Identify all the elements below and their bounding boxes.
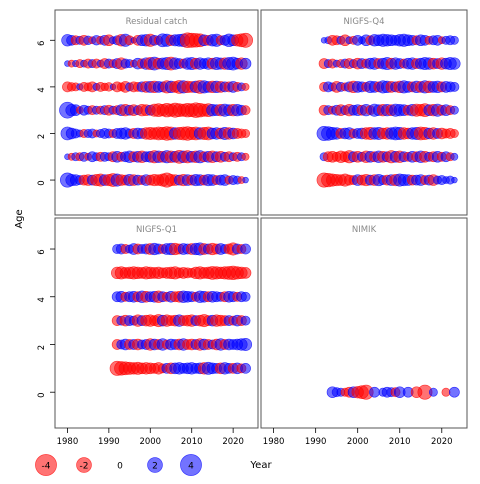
legend-bubble <box>147 457 163 473</box>
x-tick-label: 1980 <box>263 437 285 447</box>
legend-label: 0 <box>117 462 123 472</box>
residual-bubble <box>239 338 253 351</box>
panel-title: NIGFS-Q1 <box>136 225 177 235</box>
residual-bubble <box>449 105 459 115</box>
panel-bubbles <box>109 242 253 376</box>
x-tick-label: 2020 <box>222 437 244 447</box>
legend-label: -4 <box>42 462 51 472</box>
residual-bubble <box>239 267 252 279</box>
legend-label: -2 <box>80 462 89 472</box>
residual-bubble <box>451 176 458 184</box>
residual-bubble <box>240 315 251 326</box>
legend-label: 4 <box>188 462 194 472</box>
panel-bubbles <box>316 33 461 188</box>
y-tick-label: 6 <box>37 41 47 46</box>
y-axis-label: Age <box>14 209 25 228</box>
legend-bubble <box>76 457 92 473</box>
residual-bubble <box>449 81 460 92</box>
panel-title: NIMIK <box>352 225 377 235</box>
y-tick-label: 2 <box>37 134 47 139</box>
legend-label: 2 <box>152 462 158 472</box>
panel-frame <box>54 9 259 216</box>
panel-2: NIGFS-Q4 <box>260 9 468 216</box>
residual-bubble <box>449 129 459 138</box>
x-axis-label: Year <box>249 460 272 471</box>
residual-bubble <box>240 362 251 374</box>
panel-4: NIMIK 1980 1990 2000 2010 2020 <box>260 217 468 447</box>
residual-bubble <box>238 32 254 48</box>
x-tick-label: 2020 <box>431 437 453 447</box>
residual-bubble <box>450 152 459 161</box>
panel-1: Residual catch 0 2 4 6 <box>37 9 259 216</box>
residual-bubble <box>448 57 461 70</box>
y-tick-label: 4 <box>37 87 47 92</box>
y-tick-label: 4 <box>37 297 47 302</box>
panel-bubbles <box>326 384 460 400</box>
residual-bubble <box>240 243 251 255</box>
residual-bubble <box>240 105 251 116</box>
panel-frame <box>260 9 468 216</box>
residual-bubble <box>240 291 251 302</box>
residual-bubble <box>241 152 250 161</box>
x-tick-label: 1980 <box>57 437 79 447</box>
x-tick-label: 1990 <box>98 437 120 447</box>
residual-bubble <box>239 57 252 70</box>
x-tick-label: 2000 <box>139 437 161 447</box>
residual-bubble <box>241 129 250 138</box>
residual-bubble <box>428 387 438 397</box>
residual-bubble <box>441 387 451 397</box>
x-tick-label: 2000 <box>347 437 369 447</box>
y-tick-label: 0 <box>37 392 47 397</box>
panel-title: NIGFS-Q4 <box>343 17 384 27</box>
y-tick-label: 6 <box>37 249 47 254</box>
residual-bubble <box>242 176 249 184</box>
panel-frame <box>54 217 259 429</box>
panel-frame <box>260 217 468 429</box>
y-tick-label: 2 <box>37 345 47 350</box>
residual-bubble <box>449 35 459 45</box>
residual-bubble <box>449 386 460 398</box>
x-tick-label: 2010 <box>389 437 411 447</box>
panel-bubbles <box>59 32 254 188</box>
panel-title: Residual catch <box>126 17 188 27</box>
y-tick-label: 0 <box>37 180 47 185</box>
legend-bubble <box>35 454 57 476</box>
residual-bubble <box>241 83 250 91</box>
residual-bubble <box>369 386 380 398</box>
legend: -4 -2 0 2 4 <box>35 454 202 476</box>
panel-3: NIGFS-Q1 0 2 4 6 1980 1990 2000 2010 2020 <box>37 217 259 447</box>
legend-bubble <box>180 454 202 476</box>
x-tick-label: 1990 <box>305 437 327 447</box>
x-tick-label: 2010 <box>181 437 203 447</box>
